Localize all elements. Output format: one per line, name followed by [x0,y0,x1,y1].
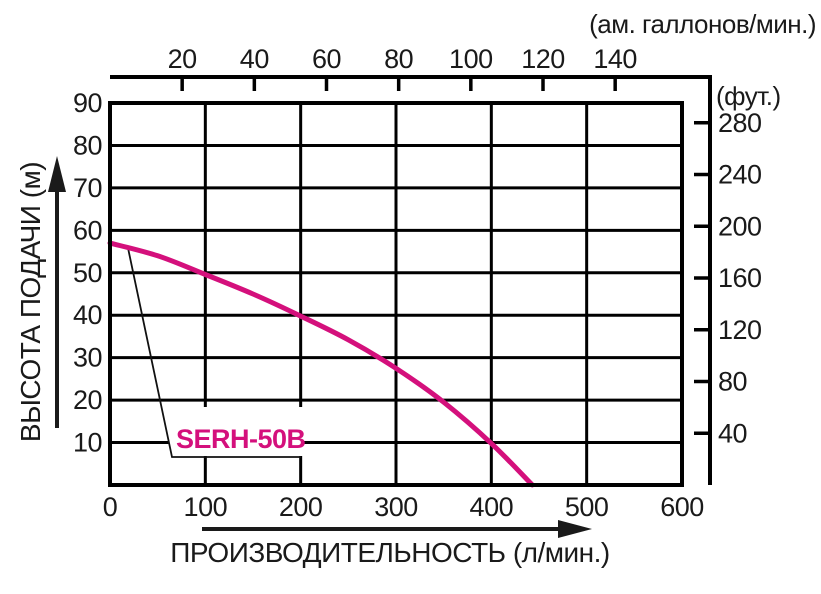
bottom-tick-label-300: 300 [374,492,418,522]
top-tick-label-120: 120 [521,44,565,74]
tick-labels: 20 40 60 80 100 120 140 0 100 200 300 400 500 600 10 20… [73,44,762,522]
right-tick-label-120: 120 [718,315,762,345]
left-tick-label-70: 70 [73,173,102,203]
left-tick-label-20: 20 [73,385,102,415]
bottom-tick-label-400: 400 [470,492,514,522]
curve-label-callout [127,247,303,458]
top-axis-unit-label: (ам. галлонов/мин.) [589,9,816,39]
top-tick-label-60: 60 [312,44,341,74]
right-axis-unit-label: (фут.) [716,81,781,111]
axes-and-frame [108,75,712,487]
pump-model-label: SERH-50B [176,424,306,454]
left-tick-label-10: 10 [73,428,102,458]
top-tick-label-100: 100 [449,44,493,74]
gallons-feet-axis-line [110,75,712,485]
left-axis-up-arrow [48,156,66,428]
right-tick-label-80: 80 [718,367,747,397]
curve-label-leader-line [127,247,301,458]
left-axis-title: ВЫСОТА ПОДАЧИ (м) [15,162,46,442]
curve-SERH-50B [107,240,535,488]
left-tick-label-80: 80 [73,130,102,160]
bottom-tick-label-500: 500 [565,492,609,522]
top-tick-label-20: 20 [168,44,197,74]
top-tick-label-40: 40 [240,44,269,74]
top-tick-label-80: 80 [384,44,413,74]
left-tick-label-50: 50 [73,258,102,288]
performance-curve [107,240,535,488]
top-tick-label-140: 140 [593,44,637,74]
bottom-axis-right-arrow [202,520,592,538]
right-tick-label-200: 200 [718,211,762,241]
bottom-tick-label-100: 100 [184,492,228,522]
left-tick-label-60: 60 [73,215,102,245]
left-tick-label-90: 90 [73,88,102,118]
right-tick-label-40: 40 [718,418,747,448]
left-tick-label-40: 40 [73,300,102,330]
bottom-tick-label-600: 600 [660,492,704,522]
left-tick-label-30: 30 [73,343,102,373]
bottom-axis-title: ПРОИЗВОДИТЕЛЬНОСТЬ (л/мин.) [170,537,609,568]
right-tick-label-160: 160 [718,263,762,293]
right-tick-label-240: 240 [718,160,762,190]
right-tick-label-280: 280 [718,108,762,138]
bottom-tick-label-200: 200 [279,492,323,522]
curve-label-background [161,407,303,456]
plot-frame [108,101,684,487]
bottom-tick-label-0: 0 [103,492,118,522]
